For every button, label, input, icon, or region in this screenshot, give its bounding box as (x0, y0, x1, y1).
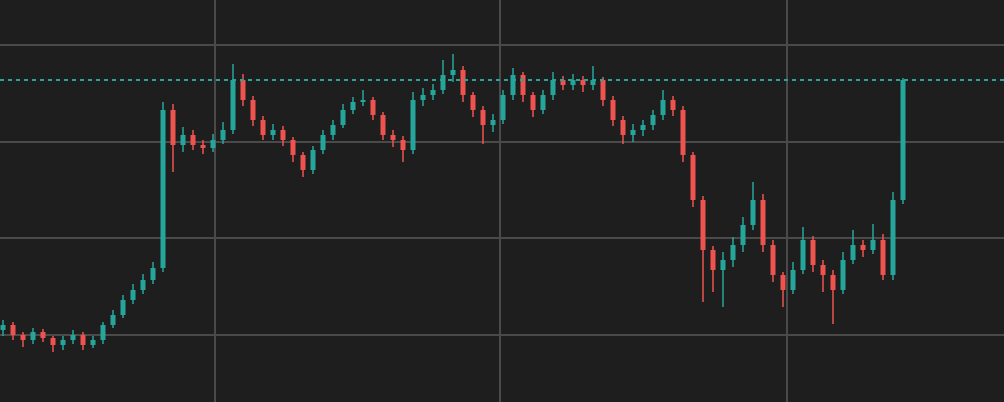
candle-body (180, 135, 186, 145)
candle-body (640, 125, 646, 130)
candle-body (460, 70, 466, 95)
candle-body (780, 275, 786, 290)
candle-body (120, 300, 126, 315)
candle-body (200, 145, 206, 148)
candle-body (210, 140, 216, 148)
candle-body (290, 140, 296, 155)
candle-body (740, 225, 746, 245)
candle-body (230, 80, 236, 130)
candle-body (470, 95, 476, 110)
candle-body (310, 150, 316, 170)
candle-body (440, 75, 446, 90)
candle-body (190, 135, 196, 145)
candle-body (720, 260, 726, 270)
candle-body (710, 250, 716, 270)
candle-body (750, 200, 756, 225)
candle-body (570, 80, 576, 85)
candle-body (100, 325, 106, 340)
candle-body (420, 95, 426, 100)
candle-body (870, 240, 876, 250)
candle-body (520, 75, 526, 95)
candle-body (590, 80, 596, 85)
candle-body (540, 95, 546, 110)
candle-body (80, 335, 86, 345)
candle-body (280, 130, 286, 140)
candle-body (30, 332, 36, 340)
candle-body (350, 102, 356, 110)
candle-body (840, 260, 846, 290)
candle-body (380, 115, 386, 135)
candle-body (240, 80, 246, 100)
candle-body (810, 240, 816, 265)
candle-body (20, 335, 26, 340)
candle-body (390, 135, 396, 140)
candle-body (140, 280, 146, 290)
candle-body (70, 335, 76, 340)
candle-body (610, 100, 616, 120)
candle-body (370, 100, 376, 115)
candle-body (60, 340, 66, 345)
candle-body (560, 80, 566, 85)
candle-body (480, 110, 486, 125)
candle-body (620, 120, 626, 135)
candle-body (680, 110, 686, 155)
candle-body (340, 110, 346, 125)
candle-body (690, 155, 696, 200)
candle-body (130, 290, 136, 300)
candle-body (220, 130, 226, 140)
candle-body (50, 338, 56, 345)
candle-body (660, 100, 666, 115)
candle-body (770, 245, 776, 275)
candle-body (400, 140, 406, 150)
candle-body (530, 95, 536, 110)
candle-body (40, 332, 46, 338)
candle-body (500, 95, 506, 120)
candle-body (450, 70, 456, 75)
candle-body (410, 100, 416, 150)
candle-body (110, 315, 116, 325)
candle-body (430, 90, 436, 95)
candle-body (270, 130, 276, 135)
candle-body (670, 100, 676, 110)
candle-body (820, 265, 826, 275)
candle-body (0, 325, 6, 330)
candle-body (510, 75, 516, 95)
candle-body (150, 268, 156, 280)
candle-body (890, 200, 896, 275)
candle-body (260, 120, 266, 135)
candle-body (600, 80, 606, 100)
candle-body (630, 130, 636, 135)
candle-body (850, 245, 856, 260)
candle-body (10, 325, 16, 335)
candle-body (90, 340, 96, 345)
candle-body (580, 80, 586, 85)
candle-body (730, 245, 736, 260)
candle-body (830, 275, 836, 290)
candle-body (760, 200, 766, 245)
candle-body (700, 200, 706, 250)
candle-body (900, 80, 906, 200)
candle-body (300, 155, 306, 170)
candle-body (550, 80, 556, 95)
candle-body (320, 135, 326, 150)
candle-body (650, 115, 656, 125)
candle-body (880, 240, 886, 275)
candle-body (330, 125, 336, 135)
candle-body (790, 270, 796, 290)
candle-body (490, 120, 496, 125)
candle-body (360, 100, 366, 102)
candle-body (170, 110, 176, 145)
candle-body (800, 240, 806, 270)
candle-body (860, 245, 866, 250)
candle-body (250, 100, 256, 120)
candle-body (160, 110, 166, 268)
